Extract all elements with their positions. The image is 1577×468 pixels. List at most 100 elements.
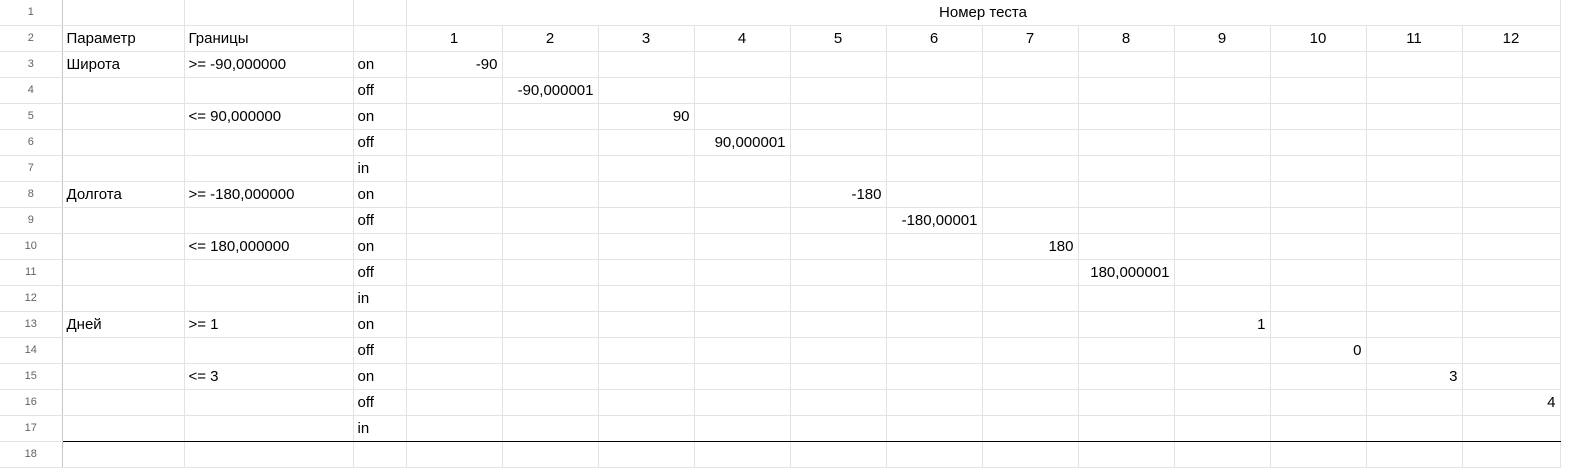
cell[interactable] <box>886 155 983 182</box>
cell[interactable] <box>1462 207 1561 234</box>
cell[interactable] <box>405 441 503 468</box>
cell[interactable] <box>405 233 503 260</box>
row-header[interactable]: 1 <box>0 0 63 26</box>
param-cell[interactable] <box>62 389 185 416</box>
test-value-cell[interactable]: 180,000001 <box>1078 259 1175 286</box>
cell[interactable] <box>1270 285 1367 312</box>
cell[interactable] <box>502 389 599 416</box>
kind-cell[interactable]: off <box>353 77 407 104</box>
cell[interactable] <box>1078 389 1175 416</box>
cell[interactable] <box>502 233 599 260</box>
cell[interactable] <box>694 415 791 442</box>
row-header[interactable]: 11 <box>0 259 63 286</box>
row-header[interactable]: 15 <box>0 363 63 390</box>
cell[interactable] <box>1174 207 1271 234</box>
param-header-cell[interactable]: Параметр <box>62 25 185 52</box>
param-cell[interactable] <box>62 415 185 442</box>
cell[interactable] <box>1174 51 1271 78</box>
cell[interactable] <box>1078 155 1175 182</box>
cell[interactable] <box>405 103 503 130</box>
kind-cell[interactable]: on <box>353 181 407 208</box>
kind-cell[interactable]: off <box>353 389 407 416</box>
cell[interactable] <box>1078 441 1175 468</box>
cell[interactable] <box>405 207 503 234</box>
cell[interactable] <box>790 155 887 182</box>
cell[interactable] <box>694 311 791 338</box>
test-value-cell[interactable]: 90,000001 <box>694 129 791 156</box>
cell[interactable] <box>1366 181 1463 208</box>
cell[interactable] <box>502 181 599 208</box>
cell[interactable] <box>1078 207 1175 234</box>
test-value-cell[interactable]: 90 <box>598 103 695 130</box>
cell[interactable] <box>694 77 791 104</box>
cell[interactable] <box>790 233 887 260</box>
cell[interactable] <box>694 441 791 468</box>
cell[interactable] <box>405 181 503 208</box>
test-column-header[interactable]: 5 <box>790 25 887 52</box>
cell[interactable] <box>502 103 599 130</box>
kind-cell[interactable]: in <box>353 155 407 182</box>
cell[interactable] <box>1366 259 1463 286</box>
cell[interactable] <box>1078 181 1175 208</box>
cell[interactable] <box>1462 337 1561 364</box>
cell[interactable] <box>598 311 695 338</box>
test-value-cell[interactable]: -90 <box>405 51 503 78</box>
cell[interactable] <box>886 77 983 104</box>
param-cell[interactable] <box>62 363 185 390</box>
cell[interactable] <box>982 181 1079 208</box>
cell[interactable] <box>790 441 887 468</box>
cell[interactable] <box>694 389 791 416</box>
cell[interactable] <box>1078 103 1175 130</box>
cell[interactable] <box>598 285 695 312</box>
cell[interactable] <box>1366 77 1463 104</box>
cell[interactable] <box>1174 77 1271 104</box>
bound-cell[interactable] <box>184 155 354 182</box>
param-cell[interactable]: Дней <box>62 311 185 338</box>
cell[interactable] <box>1462 259 1561 286</box>
test-column-header[interactable]: 2 <box>502 25 599 52</box>
cell[interactable] <box>886 181 983 208</box>
cell[interactable] <box>353 25 407 52</box>
cell[interactable] <box>502 207 599 234</box>
cell[interactable] <box>694 155 791 182</box>
cell[interactable] <box>790 415 887 442</box>
cell[interactable] <box>502 51 599 78</box>
cell[interactable] <box>1270 129 1367 156</box>
test-column-header[interactable]: 6 <box>886 25 983 52</box>
cell[interactable] <box>1270 207 1367 234</box>
cell[interactable] <box>502 259 599 286</box>
cell[interactable] <box>982 259 1079 286</box>
row-header[interactable]: 16 <box>0 389 63 416</box>
cell[interactable] <box>405 155 503 182</box>
bound-cell[interactable] <box>184 259 354 286</box>
cell[interactable] <box>1270 389 1367 416</box>
bound-cell[interactable] <box>184 337 354 364</box>
cell[interactable] <box>1366 415 1463 442</box>
cell[interactable] <box>1462 233 1561 260</box>
cell[interactable] <box>1078 337 1175 364</box>
row-header[interactable]: 14 <box>0 337 63 364</box>
cell[interactable] <box>1174 103 1271 130</box>
cell[interactable] <box>982 363 1079 390</box>
cell[interactable] <box>1462 51 1561 78</box>
cell[interactable] <box>353 441 407 468</box>
cell[interactable] <box>1174 363 1271 390</box>
cell[interactable] <box>790 311 887 338</box>
cell[interactable] <box>694 285 791 312</box>
cell[interactable] <box>1174 129 1271 156</box>
cell[interactable] <box>1270 77 1367 104</box>
cell[interactable] <box>790 129 887 156</box>
row-header[interactable]: 7 <box>0 155 63 182</box>
test-number-header-cell[interactable]: Номер теста <box>405 0 1561 26</box>
cell[interactable] <box>502 415 599 442</box>
cell[interactable] <box>405 363 503 390</box>
cell[interactable] <box>982 129 1079 156</box>
cell[interactable] <box>982 51 1079 78</box>
bound-cell[interactable]: >= 1 <box>184 311 354 338</box>
cell[interactable] <box>886 285 983 312</box>
row-header[interactable]: 2 <box>0 25 63 52</box>
cell[interactable] <box>184 441 354 468</box>
cell[interactable] <box>1462 285 1561 312</box>
cell[interactable] <box>405 285 503 312</box>
cell[interactable] <box>790 77 887 104</box>
